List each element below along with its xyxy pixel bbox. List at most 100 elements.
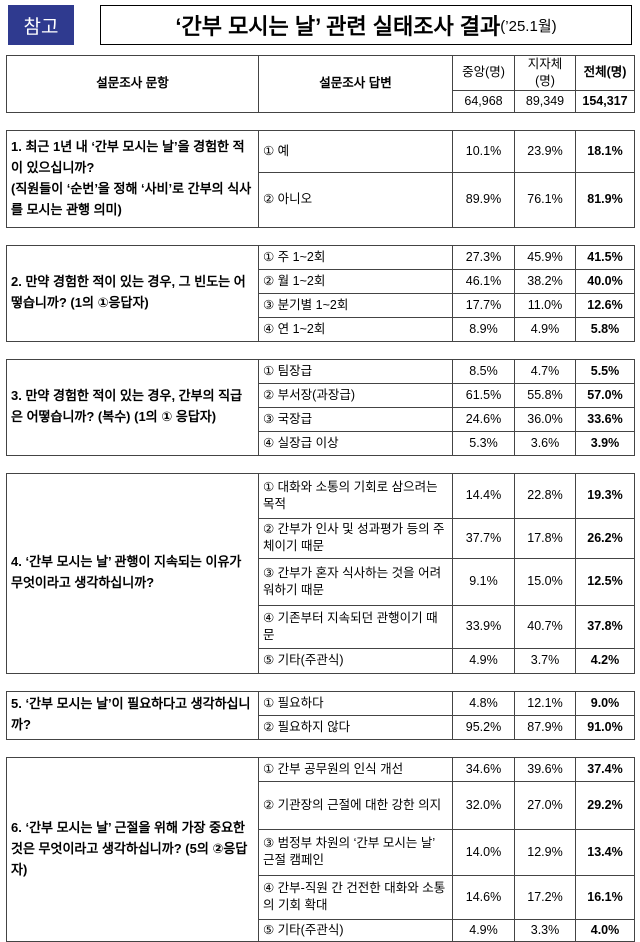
- answer-label: ② 기관장의 근절에 대한 강한 의지: [258, 780, 453, 830]
- central-pct: 32.0%: [452, 780, 515, 830]
- answer-row: 2. 만약 경험한 적이 있는 경우, 그 빈도는 어떻습니까? (1의 ①응답…: [6, 244, 635, 342]
- title: ‘간부 모시는 날’ 관련 실태조사 결과: [175, 14, 501, 39]
- question: 2. 만약 경험한 적이 있는 경우, 그 빈도는 어떻습니까? (1의 ①응답…: [6, 244, 259, 342]
- answer-row: ② 부서장(과장급) 61.5% 55.8% 57.0%: [7, 382, 635, 408]
- total-pct: 91.0%: [575, 714, 635, 740]
- total-pct: 9.0%: [575, 690, 635, 716]
- question-text: 4. ‘간부 모시는 날’ 관행이 지속되는 이유가 무엇이라고 생각하십니까?: [11, 554, 242, 591]
- answer-label: ④ 연 1~2회: [258, 316, 453, 342]
- central-pct: 14.6%: [452, 874, 515, 920]
- total-pct: 37.4%: [575, 756, 635, 782]
- spacer: [6, 672, 635, 692]
- local-pct: 76.1%: [514, 171, 576, 228]
- column-header: 지자체(명): [514, 55, 576, 91]
- column-header: 중앙(명): [452, 55, 515, 91]
- question: 4. ‘간부 모시는 날’ 관행이 지속되는 이유가 무엇이라고 생각하십니까?: [6, 472, 259, 674]
- central-pct: 24.6%: [452, 406, 515, 432]
- answer-label: ① 팀장급: [258, 358, 453, 384]
- answer-row: ⑤ 기타(주관식) 4.9% 3.7% 4.2%: [7, 647, 635, 674]
- spacer: [6, 738, 635, 758]
- local-pct: 3.7%: [514, 647, 576, 674]
- central-pct: 34.6%: [452, 756, 515, 782]
- header-row: 설문조사 문항 설문조사 답변 중앙(명) 지자체(명) 전체(명): [6, 55, 635, 113]
- central-pct: 61.5%: [452, 382, 515, 408]
- answer-row: 4. ‘간부 모시는 날’ 관행이 지속되는 이유가 무엇이라고 생각하십니까?…: [6, 472, 635, 674]
- column-header: 설문조사 문항: [6, 55, 259, 113]
- spacer-row: [6, 738, 635, 758]
- local-pct: 36.0%: [514, 406, 576, 432]
- answer-row: ② 아니오 89.9% 76.1% 81.9%: [7, 171, 635, 228]
- answer-label: ⑤ 기타(주관식): [258, 647, 453, 674]
- total-pct: 33.6%: [575, 406, 635, 432]
- answer-row: ③ 간부가 혼자 식사하는 것을 어려워하기 때문 9.1% 15.0% 12.5%: [7, 557, 635, 606]
- total-pct: 40.0%: [575, 268, 635, 294]
- title-box: ‘간부 모시는 날’ 관련 실태조사 결과 (’25.1월): [100, 5, 632, 45]
- local-pct: 12.9%: [514, 828, 576, 876]
- answer-label: ② 아니오: [258, 171, 453, 228]
- central-pct: 10.1%: [452, 129, 515, 173]
- answer-label: ③ 분기별 1~2회: [258, 292, 453, 318]
- column-header: 전체(명): [575, 55, 635, 91]
- local-pct: 38.2%: [514, 268, 576, 294]
- spacer-row: [6, 672, 635, 692]
- local-pct: 3.6%: [514, 430, 576, 456]
- central-pct: 33.9%: [452, 604, 515, 649]
- spacer-row: [6, 340, 635, 360]
- date: (’25.1월): [500, 17, 557, 35]
- local-pct: 12.1%: [514, 690, 576, 716]
- answer-label: ③ 국장급: [258, 406, 453, 432]
- column-header: 설문조사 답변: [258, 55, 453, 113]
- total-pct: 4.0%: [575, 918, 635, 942]
- answer-row: 3. 만약 경험한 적이 있는 경우, 간부의 직급은 어떻습니까? (복수) …: [6, 358, 635, 456]
- total-pct: 57.0%: [575, 382, 635, 408]
- local-pct: 4.7%: [514, 358, 576, 384]
- total-pct: 81.9%: [575, 171, 635, 228]
- answer-row: ② 기관장의 근절에 대한 강한 의지 32.0% 27.0% 29.2%: [7, 780, 635, 830]
- answer-label: ③ 범정부 차원의 ‘간부 모시는 날’ 근절 캠페인: [258, 828, 453, 876]
- total-pct: 12.5%: [575, 557, 635, 606]
- central-pct: 89.9%: [452, 171, 515, 228]
- local-pct: 11.0%: [514, 292, 576, 318]
- central-pct: 46.1%: [452, 268, 515, 294]
- central-pct: 8.9%: [452, 316, 515, 342]
- answer-label: ① 예: [258, 129, 453, 173]
- total-count: 89,349: [514, 89, 576, 113]
- central-pct: 14.0%: [452, 828, 515, 876]
- answer-label: ① 필요하다: [258, 690, 453, 716]
- answer-label: ① 간부 공무원의 인식 개선: [258, 756, 453, 782]
- answer-label: ② 간부가 인사 및 성과평가 등의 주체이기 때문: [258, 517, 453, 559]
- answer-row: ④ 연 1~2회 8.9% 4.9% 5.8%: [7, 316, 635, 342]
- answer-label: ② 필요하지 않다: [258, 714, 453, 740]
- local-pct: 39.6%: [514, 756, 576, 782]
- central-pct: 37.7%: [452, 517, 515, 559]
- central-pct: 9.1%: [452, 557, 515, 606]
- central-pct: 95.2%: [452, 714, 515, 740]
- total-pct: 12.6%: [575, 292, 635, 318]
- answer-label: ③ 간부가 혼자 식사하는 것을 어려워하기 때문: [258, 557, 453, 606]
- total-count: 64,968: [452, 89, 515, 113]
- spacer: [6, 226, 635, 246]
- central-pct: 8.5%: [452, 358, 515, 384]
- total-pct: 41.5%: [575, 244, 635, 270]
- answer-label: ① 주 1~2회: [258, 244, 453, 270]
- total-pct: 19.3%: [575, 472, 635, 519]
- spacer-row: [6, 226, 635, 246]
- central-pct: 4.9%: [452, 647, 515, 674]
- total-pct: 29.2%: [575, 780, 635, 830]
- answer-label: ② 부서장(과장급): [258, 382, 453, 408]
- answer-row: 5. ‘간부 모시는 날’이 필요하다고 생각하십니까? ① 필요하다 4.8% 12…: [6, 690, 635, 740]
- total-count: 154,317: [575, 89, 635, 113]
- central-pct: 14.4%: [452, 472, 515, 519]
- local-pct: 87.9%: [514, 714, 576, 740]
- total-pct: 16.1%: [575, 874, 635, 920]
- answer-label: ① 대화와 소통의 기회로 삼으려는 목적: [258, 472, 453, 519]
- answer-label: ④ 기존부터 지속되던 관행이기 때문: [258, 604, 453, 649]
- central-pct: 17.7%: [452, 292, 515, 318]
- spacer: [6, 111, 635, 131]
- question-text: 2. 만약 경험한 적이 있는 경우, 그 빈도는 어떻습니까? (1의 ①응답…: [11, 274, 246, 311]
- answer-label: ② 월 1~2회: [258, 268, 453, 294]
- question-text: 6. ‘간부 모시는 날’ 근절을 위해 가장 중요한 것은 무엇이라고 생각하…: [11, 820, 248, 877]
- local-pct: 4.9%: [514, 316, 576, 342]
- local-pct: 15.0%: [514, 557, 576, 606]
- question-text: 3. 만약 경험한 적이 있는 경우, 간부의 직급은 어떻습니까? (복수) …: [11, 388, 243, 425]
